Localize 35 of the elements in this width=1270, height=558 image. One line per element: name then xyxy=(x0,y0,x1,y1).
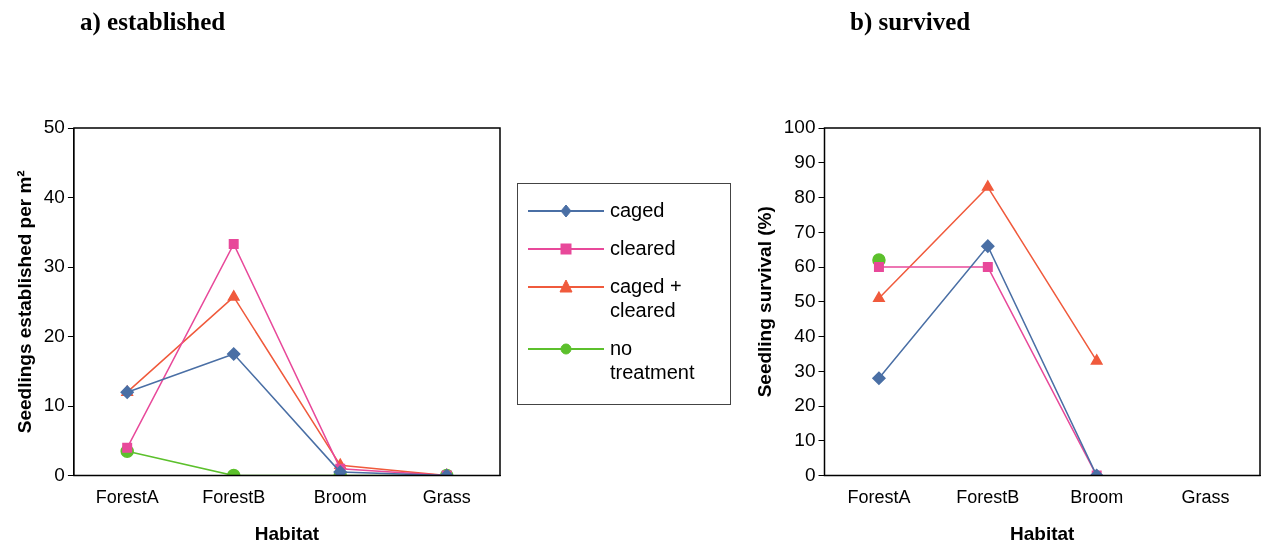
y-tick-label: 90 xyxy=(794,150,816,172)
x-tick-label: Broom xyxy=(1070,487,1124,508)
x-tick-label: ForestA xyxy=(95,487,159,508)
x-tick-label: ForestB xyxy=(956,487,1020,508)
y-tick-label: 80 xyxy=(794,185,816,207)
y-tick-label: 20 xyxy=(794,394,816,416)
y-tick-label: 100 xyxy=(783,116,816,138)
y-tick-label: 30 xyxy=(43,255,65,277)
y-tick-label: 60 xyxy=(794,255,816,277)
legend-label: caged xyxy=(610,198,666,222)
legend-label: caged + cleared xyxy=(610,274,683,322)
y-tick-label: 10 xyxy=(794,429,816,451)
x-tick-label: Grass xyxy=(1181,487,1230,508)
y-tick-label: 50 xyxy=(794,290,816,312)
y-tick-label: 40 xyxy=(794,324,816,346)
y-tick-label: 0 xyxy=(54,463,65,485)
y-tick-label: 40 xyxy=(43,185,65,207)
y-axis-title: Seedlings established per m² xyxy=(13,170,35,434)
x-tick-label: Broom xyxy=(313,487,367,508)
y-tick-label: 20 xyxy=(43,324,65,346)
y-tick-label: 0 xyxy=(804,463,816,485)
y-axis-title: Seedling survival (%) xyxy=(753,206,775,398)
chart-title: b) survived xyxy=(850,8,971,36)
y-tick-label: 70 xyxy=(794,220,816,242)
x-tick-label: Grass xyxy=(422,487,471,508)
y-tick-label: 30 xyxy=(794,359,816,381)
x-tick-label: ForestA xyxy=(847,487,911,508)
y-tick-label: 10 xyxy=(43,394,65,416)
x-axis-title: Habitat xyxy=(1010,522,1076,544)
x-axis-title: Habitat xyxy=(254,522,320,544)
chart-title: a) established xyxy=(80,8,226,36)
x-tick-label: ForestB xyxy=(202,487,266,508)
legend-label: cleared xyxy=(610,236,677,260)
y-tick-label: 50 xyxy=(43,116,65,138)
legend-label: no treatment xyxy=(610,336,696,384)
